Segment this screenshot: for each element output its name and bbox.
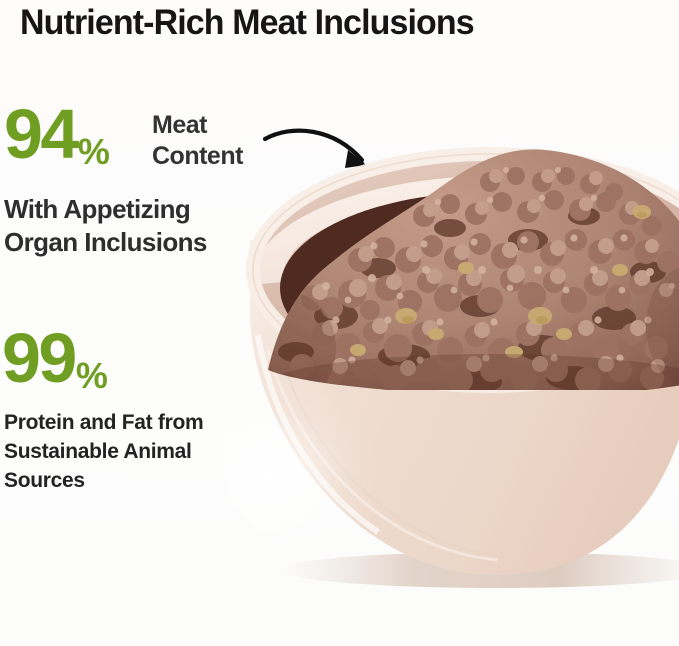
stat-99-percent-sign: % bbox=[75, 355, 108, 396]
stat-94-label-line1: Meat bbox=[152, 111, 207, 139]
stat-94-subtext-line1: With Appetizing bbox=[4, 194, 191, 224]
stat-99-subtext-line2: Sustainable Animal bbox=[4, 440, 192, 463]
bowl-of-meat-image bbox=[228, 120, 679, 600]
stat-99-subtext-line3: Sources bbox=[4, 469, 85, 492]
stat-94-subtext-line2: Organ Inclusions bbox=[4, 227, 207, 257]
stat-99-percent: 99% bbox=[2, 319, 108, 397]
stat-94-label: Meat Content bbox=[152, 110, 292, 172]
page-title: Nutrient-Rich Meat Inclusions bbox=[20, 3, 475, 42]
stat-94-subtext: With Appetizing Organ Inclusions bbox=[4, 193, 294, 259]
stat-94-label-line2: Content bbox=[152, 142, 243, 170]
stat-99-number: 99 bbox=[2, 319, 77, 397]
stat-94-percent: 94% bbox=[4, 95, 110, 173]
stat-94-percent-sign: % bbox=[77, 131, 110, 172]
stat-99-subtext-line1: Protein and Fat from bbox=[4, 411, 204, 434]
stat-94-number: 94 bbox=[4, 95, 79, 173]
stat-99-subtext: Protein and Fat from Sustainable Animal … bbox=[4, 408, 244, 495]
minced-meat-pile bbox=[268, 149, 679, 390]
curved-arrow-icon bbox=[262, 112, 382, 187]
